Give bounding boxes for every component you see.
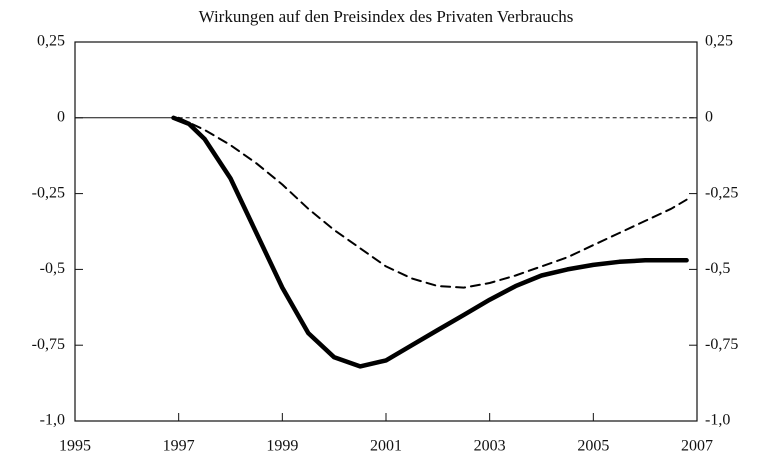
x-tick-label: 2001 [370,438,402,455]
x-tick-label: 1995 [59,438,91,455]
y-tick-label: 0,25 [37,33,65,50]
y-tick-label: -0,5 [40,260,65,277]
x-tick-label: 1997 [163,438,195,455]
y2-tick-label: -0,25 [705,184,738,201]
y-tick-label: -1,0 [40,412,65,429]
chart-title: Wirkungen auf den Preisindex des Private… [199,7,574,26]
y-tick-label: -0,75 [32,336,65,353]
y2-tick-label: -0,75 [705,336,738,353]
y-tick-label: 0 [57,108,65,125]
x-tick-label: 1999 [266,438,298,455]
x-tick-label: 2005 [577,438,609,455]
plot-frame [74,41,698,422]
y2-tick-label: 0,25 [705,33,733,50]
y2-tick-label: 0 [705,108,713,125]
y2-tick-label: -0,5 [705,260,730,277]
y-tick-label: -0,25 [32,184,65,201]
x-tick-label: 2007 [681,438,713,455]
solid-line [171,115,689,369]
y2-tick-label: -1,0 [705,412,730,429]
x-tick-label: 2003 [474,438,506,455]
